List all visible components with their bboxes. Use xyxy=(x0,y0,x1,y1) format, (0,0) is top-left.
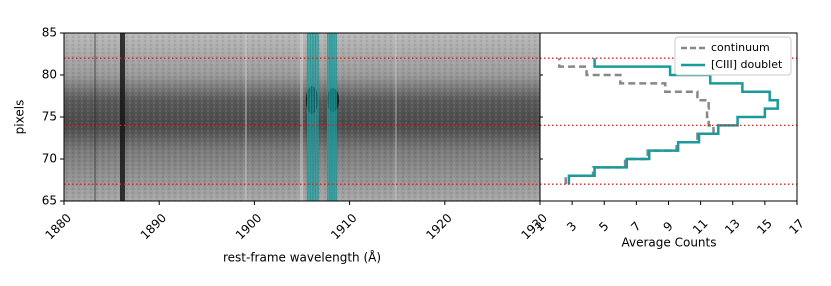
x-tick-label: 11 xyxy=(690,216,711,237)
x-tick-label: 1910 xyxy=(328,211,359,242)
x-axis-label: Average Counts xyxy=(622,236,717,250)
x-axis-label: rest-frame wavelength (Å) xyxy=(223,250,381,265)
sky-line xyxy=(300,33,303,201)
spectrogram-noise xyxy=(64,33,540,201)
x-tick-label: 1900 xyxy=(233,211,264,242)
y-tick-label: 80 xyxy=(42,68,57,82)
x-tick-label: 1920 xyxy=(423,211,454,242)
x-tick-label: 13 xyxy=(722,216,743,237)
x-tick-label: 9 xyxy=(660,219,675,234)
step-line xyxy=(558,58,715,185)
y-tick-label: 85 xyxy=(42,26,57,40)
sky-line xyxy=(94,33,96,201)
sky-line xyxy=(245,33,247,201)
spectrogram xyxy=(64,33,540,201)
x-tick-label: 3 xyxy=(564,219,579,234)
y-tick-label: 75 xyxy=(42,110,57,124)
x-tick-label: 5 xyxy=(596,219,611,234)
sky-line xyxy=(120,33,125,201)
x-tick-label: 7 xyxy=(628,219,643,234)
y-tick-label: 70 xyxy=(42,152,57,166)
x-tick-label: 17 xyxy=(786,216,807,237)
step-line xyxy=(567,58,779,185)
x-tick-label: 15 xyxy=(754,216,775,237)
x-tick-label: 1880 xyxy=(43,211,74,242)
x-tick-label: 1890 xyxy=(138,211,169,242)
y-axis-label: pixels xyxy=(13,100,27,135)
legend-label: continuum xyxy=(711,41,770,54)
legend-label: [CIII] doublet xyxy=(711,58,783,71)
sky-line xyxy=(395,33,397,201)
y-tick-label: 65 xyxy=(42,194,57,208)
